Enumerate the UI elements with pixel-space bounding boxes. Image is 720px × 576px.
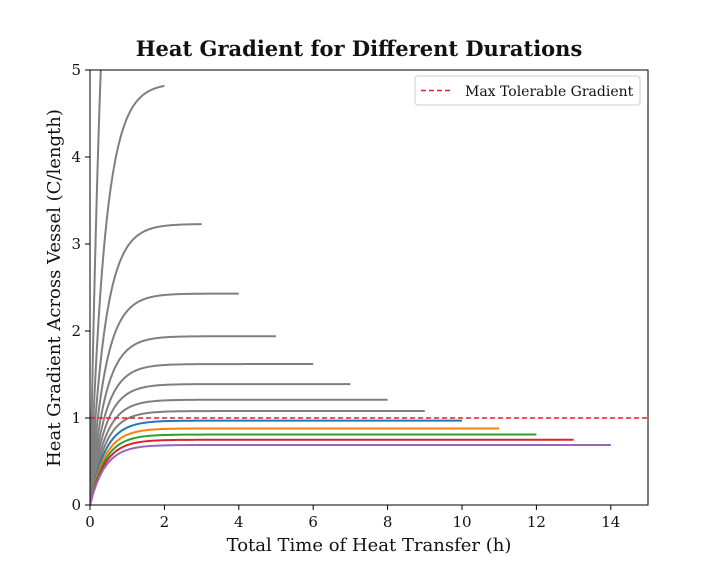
x-tick-label: 8 [383, 513, 393, 531]
y-tick-label: 0 [71, 496, 81, 514]
series-line-duration-3 [90, 223, 202, 505]
plot-area [89, 69, 649, 506]
x-axis-ticks: 0 2 4 6 8 10 12 14 [85, 505, 620, 531]
series-group [90, 70, 611, 505]
y-tick-label: 4 [71, 148, 81, 166]
y-tick-label: 2 [71, 322, 81, 340]
series-line-duration-4 [90, 292, 239, 505]
legend-box [414, 75, 641, 106]
y-tick-label: 5 [71, 61, 81, 79]
series-line-duration-14 [90, 443, 611, 505]
x-tick-label: 12 [527, 513, 546, 531]
y-axis-ticks: 0 1 2 3 4 5 [71, 61, 90, 514]
series-line-duration-11 [90, 427, 500, 505]
x-tick-label: 2 [160, 513, 170, 531]
y-tick-label: 1 [71, 409, 81, 427]
series-line-duration-6 [90, 363, 314, 505]
series-line-duration-2 [90, 84, 165, 505]
chart-title: Heat Gradient for Different Durations [136, 36, 583, 61]
x-tick-label: 4 [234, 513, 244, 531]
axes-frame [89, 69, 649, 506]
x-tick-label: 14 [601, 513, 620, 531]
series-line-duration-9 [90, 410, 425, 505]
x-tick-label: 6 [308, 513, 318, 531]
legend: Max Tolerable Gradient [414, 75, 641, 106]
series-line-duration-7 [90, 383, 351, 505]
x-tick-label: 10 [452, 513, 471, 531]
series-line-duration-13 [90, 438, 574, 505]
y-tick-label: 3 [71, 235, 81, 253]
x-axis-label: Total Time of Heat Transfer (h) [227, 535, 512, 556]
x-tick-label: 0 [85, 513, 95, 531]
y-axis-label: Heat Gradient Across Vessel (C/length) [44, 109, 65, 467]
series-line-duration-10 [90, 419, 462, 505]
series-line-duration-1 [90, 70, 102, 505]
series-line-duration-8 [90, 398, 388, 505]
legend-entry-label: Max Tolerable Gradient [465, 84, 634, 100]
series-line-duration-12 [90, 433, 537, 505]
series-line-duration-5 [90, 335, 276, 505]
